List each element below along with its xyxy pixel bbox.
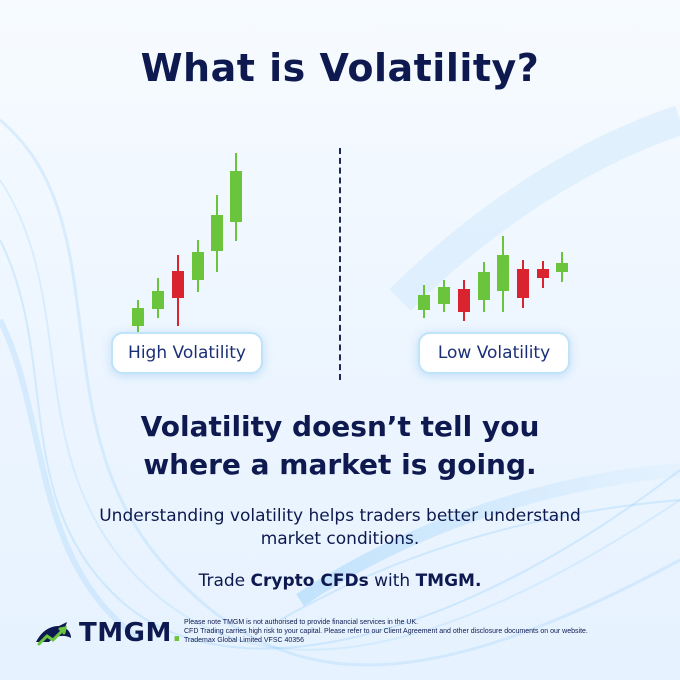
call-to-action: Trade Crypto CFDs with TMGM.	[0, 571, 680, 591]
logo-wordmark: TMGM.	[79, 618, 183, 648]
cta-prefix: Trade	[198, 571, 251, 591]
cta-brand: TMGM.	[415, 571, 482, 591]
headline-line-1: Volatility doesn’t tell you	[140, 410, 540, 443]
tmgm-logo: TMGM.	[33, 615, 182, 651]
bull-logo-icon	[36, 622, 71, 646]
body-line-1: Understanding volatility helps traders b…	[99, 506, 581, 526]
candle	[556, 263, 568, 272]
candle	[418, 295, 430, 310]
candle	[438, 287, 450, 304]
high-volatility-candles	[132, 153, 242, 332]
disclaimer-line-3: Trademax Global Limited VFSC 40356	[184, 637, 304, 644]
candle	[132, 308, 144, 326]
dashed-divider	[339, 148, 341, 380]
cta-middle: with	[368, 571, 416, 591]
cta-product: Crypto CFDs	[250, 571, 369, 591]
disclaimer-line-1: Please note TMGM is not authorised to pr…	[184, 619, 419, 626]
candle	[517, 269, 529, 298]
headline-line-2: where a market is going.	[143, 448, 537, 481]
candle	[230, 171, 242, 222]
high-volatility-label: High Volatility	[111, 332, 263, 374]
candle	[192, 252, 204, 280]
candle	[497, 255, 509, 291]
candle	[537, 269, 549, 278]
candle	[152, 291, 164, 309]
disclaimer: Please note TMGM is not authorised to pr…	[184, 618, 664, 645]
candle	[478, 272, 490, 300]
candle	[172, 271, 184, 298]
headline: Volatility doesn’t tell you where a mark…	[0, 408, 680, 484]
low-volatility-candles	[418, 236, 568, 321]
body-text: Understanding volatility helps traders b…	[60, 505, 620, 551]
body-line-2: market conditions.	[260, 529, 420, 549]
disclaimer-line-2: CFD Trading carries high risk to your ca…	[184, 628, 588, 635]
page-title: What is Volatility?	[140, 46, 540, 90]
candle	[458, 289, 470, 312]
low-volatility-label: Low Volatility	[418, 332, 570, 374]
candle	[211, 215, 223, 251]
